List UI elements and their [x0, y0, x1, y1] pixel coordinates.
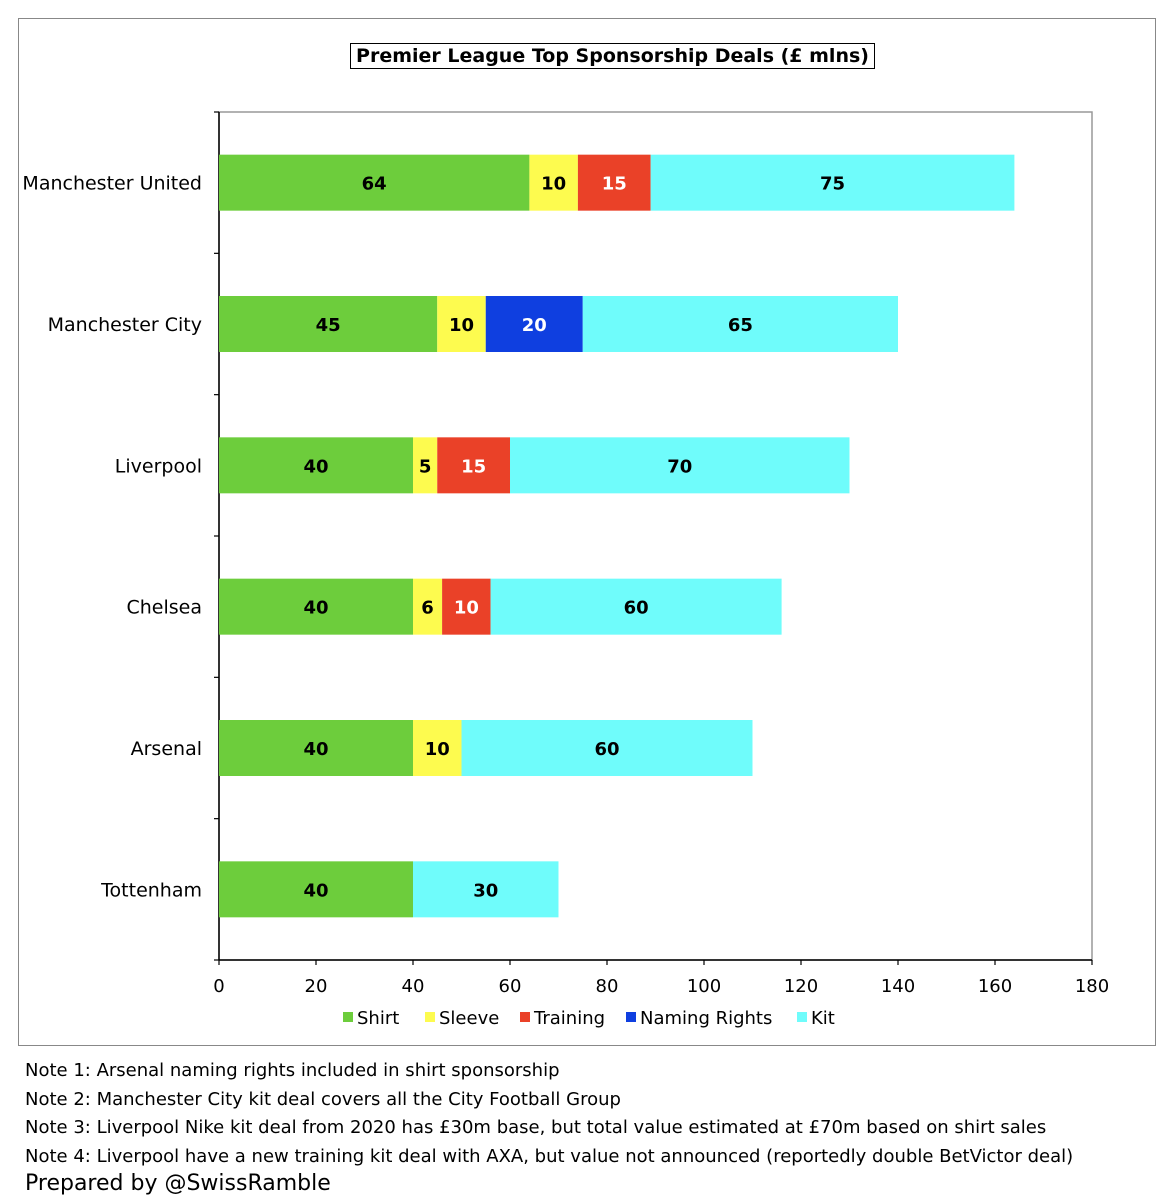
category-label: Manchester City [48, 314, 202, 336]
note-1: Note 1: Arsenal naming rights included i… [25, 1060, 560, 1081]
bar-segment [219, 578, 413, 635]
bar-segment [219, 154, 530, 211]
bar-segment [490, 578, 782, 635]
bar-value-label: 40 [303, 598, 328, 619]
bar-value-label: 10 [449, 315, 474, 336]
legend-swatch [425, 1012, 435, 1022]
legend-swatch [343, 1012, 353, 1022]
note-4: Note 4: Liverpool have a new training ki… [25, 1145, 1074, 1167]
category-label: Chelsea [126, 597, 202, 619]
bar-segment [650, 154, 1015, 211]
bar-value-label: 60 [594, 739, 619, 760]
bar-segment [437, 296, 486, 352]
x-tick-label: 160 [978, 976, 1012, 997]
bar-segment [219, 437, 413, 494]
x-tick-label: 120 [784, 976, 818, 997]
bar-segment [461, 720, 753, 776]
plot-area [218, 111, 1093, 961]
bar-value-label: 20 [522, 315, 547, 336]
bar-segment [413, 578, 443, 635]
bar-value-label: 40 [303, 739, 328, 760]
legend-label: Kit [811, 1008, 835, 1029]
bar-segment [219, 296, 438, 352]
bar-segment [219, 861, 413, 918]
x-tick-label: 0 [213, 976, 224, 997]
bar-segment [442, 578, 491, 635]
legend-swatch [797, 1012, 807, 1022]
chart-title-wrap: Premier League Top Sponsorship Deals (£ … [0, 43, 1175, 69]
bar-segment [437, 437, 510, 494]
x-tick-label: 180 [1075, 976, 1109, 997]
x-tick-label: 140 [881, 976, 915, 997]
bar-value-label: 65 [728, 315, 753, 336]
bar-value-label: 60 [624, 598, 649, 619]
category-label: Arsenal [131, 738, 202, 760]
x-tick-label: 100 [687, 976, 721, 997]
bar-value-label: 64 [362, 174, 387, 195]
legend-label: Shirt [357, 1008, 399, 1029]
bar-segment [577, 154, 651, 211]
bar-value-label: 15 [602, 174, 627, 195]
x-tick-label: 40 [402, 976, 425, 997]
bar-segment [413, 861, 559, 918]
bar-value-label: 70 [667, 456, 692, 477]
x-tick-label: 20 [305, 976, 328, 997]
chart-title: Premier League Top Sponsorship Deals (£ … [350, 43, 875, 69]
x-tick-label: 60 [499, 976, 522, 997]
bar-value-label: 40 [303, 880, 328, 901]
notes-section: Note 1: Arsenal naming rights included i… [25, 1057, 1165, 1199]
legend-swatch [626, 1012, 636, 1022]
bar-segment [485, 296, 583, 352]
chart-plot: 0 20 40 60 80 100 120 140 160 180 Manchester Unite… [22, 111, 1109, 1029]
bar-value-label: 45 [316, 315, 341, 336]
bar-segment [413, 720, 462, 776]
bar-segment [582, 296, 898, 352]
x-tick-label: 80 [596, 976, 619, 997]
note-2: Note 2: Manchester City kit deal covers … [25, 1088, 621, 1110]
bar-value-label: 5 [419, 456, 432, 477]
legend-label: Naming Rights [640, 1008, 772, 1029]
bar-value-label: 75 [820, 174, 845, 195]
bar-segment [413, 437, 438, 494]
bar-value-label: 10 [541, 174, 566, 195]
bar-value-label: 6 [421, 598, 434, 619]
bar-value-label: 15 [461, 456, 486, 477]
bar-value-label: 40 [303, 456, 328, 477]
bar-segment [510, 437, 850, 494]
category-label: Liverpool [115, 455, 202, 477]
bar-segment [529, 154, 578, 211]
category-label: Tottenham [100, 879, 202, 901]
bar-value-label: 30 [473, 880, 498, 901]
legend-label: Sleeve [439, 1008, 499, 1029]
bar-value-label: 10 [425, 739, 450, 760]
legend-swatch [520, 1012, 530, 1022]
legend-label: Training [533, 1008, 605, 1029]
category-label: Manchester United [22, 173, 202, 195]
bar-segment [219, 720, 413, 776]
credit-line: Prepared by @SwissRamble [25, 1171, 331, 1196]
note-3: Note 3: Liverpool Nike kit deal from 202… [25, 1117, 1047, 1138]
bar-value-label: 10 [454, 598, 479, 619]
